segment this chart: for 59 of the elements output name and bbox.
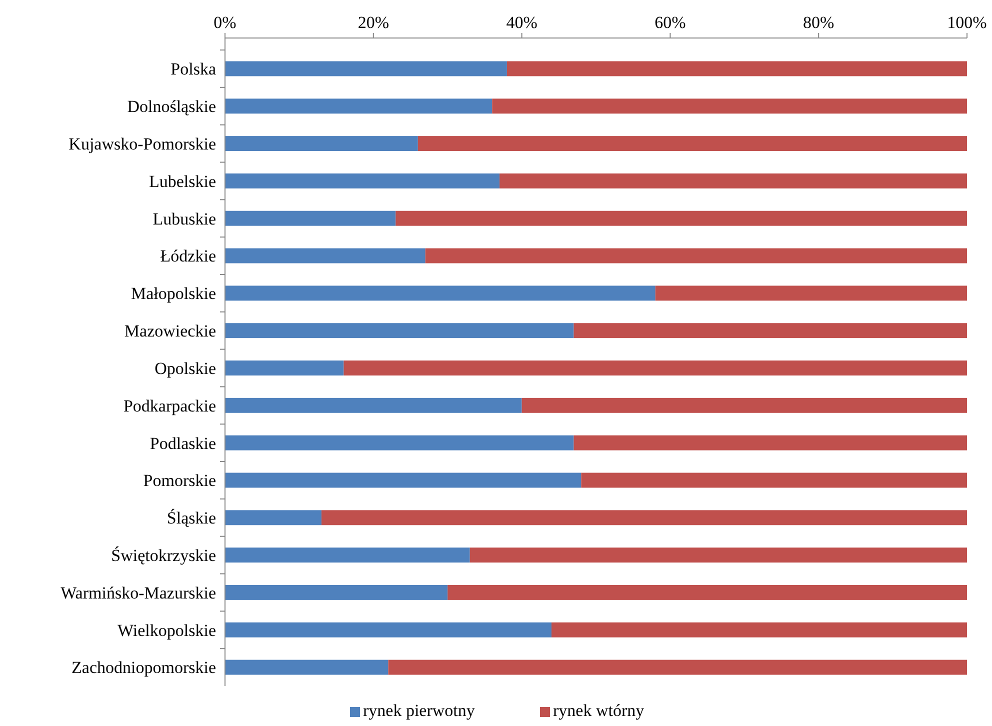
bar: [581, 472, 967, 488]
bar: [506, 61, 967, 76]
bar: [448, 584, 967, 600]
bar: [396, 210, 967, 226]
bar: [225, 435, 574, 450]
y-tick-label: Dolnośląskie: [127, 97, 216, 116]
x-tick-label: 20%: [358, 13, 389, 32]
bar: [225, 98, 492, 114]
y-tick-label: Zachodniopomorskie: [72, 658, 216, 678]
bar: [551, 622, 967, 638]
bar: [225, 136, 418, 152]
y-tick-label: Małopolskie: [131, 284, 216, 304]
x-tick-label: 60%: [654, 13, 686, 32]
y-tick-label: Lubuskie: [152, 209, 216, 228]
x-tick-label: 40%: [506, 13, 538, 32]
bar: [225, 210, 396, 226]
legend-label: rynek pierwotny: [363, 701, 476, 720]
x-tick-label: 0%: [214, 13, 236, 32]
bar: [225, 510, 322, 526]
y-tick-label: Świętokrzyskie: [111, 546, 216, 566]
bar: [388, 660, 967, 675]
bar: [522, 398, 967, 413]
y-tick-label: Łódzkie: [160, 246, 216, 266]
bar: [225, 360, 344, 376]
y-tick-label: Pomorskie: [143, 471, 216, 490]
x-tick-label: 80%: [803, 13, 834, 32]
bar: [655, 286, 967, 301]
bar: [425, 248, 967, 264]
y-tick-label: Mazowieckie: [124, 322, 216, 341]
bar: [225, 472, 582, 488]
y-tick-label: Podkarpackie: [123, 396, 216, 416]
y-tick-label: Śląskie: [166, 508, 216, 528]
bar: [492, 98, 967, 114]
y-tick-label: Polska: [170, 60, 216, 79]
x-tick-label: 100%: [947, 13, 987, 32]
y-tick-label: Warmińsko-Mazurskie: [60, 583, 216, 602]
bar: [225, 660, 388, 675]
bar: [500, 173, 967, 188]
bar: [225, 584, 448, 600]
bar: [574, 323, 967, 338]
bar: [225, 286, 656, 301]
legend-label: rynek wtórny: [553, 701, 645, 720]
bar: [225, 548, 470, 563]
bar: [225, 173, 500, 188]
bar: [418, 136, 967, 152]
y-tick-label: Kujawsko-Pomorskie: [68, 134, 216, 154]
bar: [321, 510, 967, 526]
bar: [225, 398, 522, 413]
y-tick-label: Wielkopolskie: [118, 620, 216, 640]
y-tick-label: Podlaskie: [150, 434, 216, 453]
bar: [225, 323, 574, 338]
bar: [574, 435, 967, 450]
y-tick-label: Lubelskie: [148, 172, 216, 191]
bar: [344, 360, 967, 376]
y-tick-label: Opolskie: [154, 358, 216, 378]
bar: [470, 548, 967, 563]
bar: [225, 61, 507, 76]
bar: [225, 622, 552, 638]
bar: [225, 248, 426, 264]
